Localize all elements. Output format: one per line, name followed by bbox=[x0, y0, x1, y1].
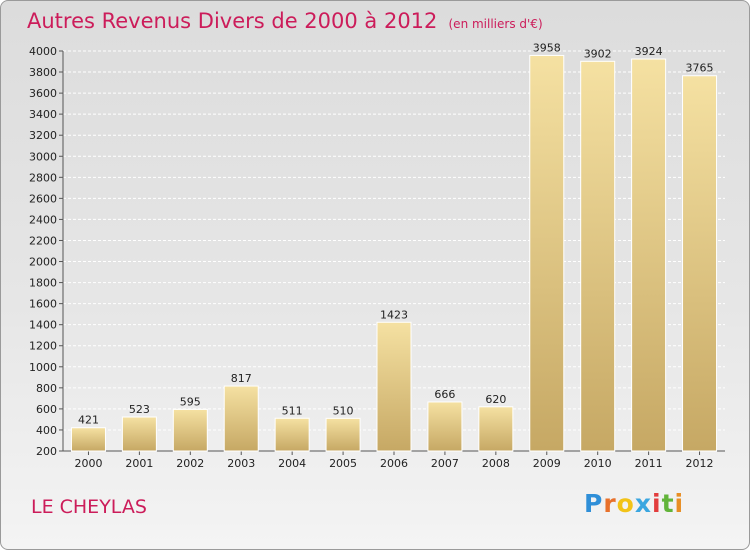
x-tick-label: 2005 bbox=[329, 457, 357, 470]
bar-value-label: 523 bbox=[129, 403, 150, 416]
logo-letter: i bbox=[652, 489, 662, 518]
bar-value-label: 3924 bbox=[635, 45, 663, 58]
bar-value-label: 421 bbox=[78, 414, 99, 427]
bar bbox=[376, 321, 412, 452]
y-tick-label: 2600 bbox=[29, 192, 57, 205]
x-tick-label: 2002 bbox=[176, 457, 204, 470]
chart-title: Autres Revenus Divers de 2000 à 2012 (en… bbox=[27, 9, 543, 33]
bar bbox=[427, 401, 463, 452]
bar bbox=[682, 75, 718, 452]
x-tick-label: 2007 bbox=[431, 457, 459, 470]
bar bbox=[274, 417, 310, 452]
y-tick-label: 3800 bbox=[29, 66, 57, 79]
bar bbox=[529, 54, 565, 452]
logo-letter: x bbox=[634, 489, 652, 518]
x-tick-label: 2004 bbox=[278, 457, 306, 470]
y-tick-label: 2800 bbox=[29, 171, 57, 184]
y-tick-label: 400 bbox=[36, 424, 57, 437]
y-tick-label: 2400 bbox=[29, 213, 57, 226]
y-tick-label: 200 bbox=[36, 445, 57, 458]
y-tick-label: 3200 bbox=[29, 129, 57, 142]
y-tick-label: 1600 bbox=[29, 298, 57, 311]
x-tick-label: 2006 bbox=[380, 457, 408, 470]
y-tick-label: 800 bbox=[36, 382, 57, 395]
bars bbox=[70, 54, 718, 452]
labels: 200 400 600 800 1000 1200 1400 1600 1800 2000 2200… bbox=[29, 41, 714, 470]
bar bbox=[172, 408, 208, 452]
y-tick-label: 1400 bbox=[29, 319, 57, 332]
chart-subtitle: (en milliers d'€) bbox=[448, 17, 543, 31]
chart-title-main: Autres Revenus Divers de 2000 à 2012 bbox=[27, 9, 438, 33]
x-tick-label: 2011 bbox=[635, 457, 663, 470]
y-tick-label: 3000 bbox=[29, 150, 57, 163]
y-tick-label: 1200 bbox=[29, 340, 57, 353]
y-tick-label: 1000 bbox=[29, 361, 57, 374]
x-tick-label: 2008 bbox=[482, 457, 510, 470]
logo-letter: o bbox=[616, 489, 635, 518]
logo-letter: r bbox=[603, 489, 617, 518]
y-tick-label: 1800 bbox=[29, 277, 57, 290]
bar-value-label: 1423 bbox=[380, 308, 408, 321]
bar-value-label: 817 bbox=[231, 372, 252, 385]
place-name: LE CHEYLAS bbox=[31, 496, 147, 518]
x-tick-label: 2001 bbox=[125, 457, 153, 470]
bar-value-label: 510 bbox=[333, 404, 354, 417]
bar bbox=[223, 385, 259, 452]
x-tick-label: 2000 bbox=[74, 457, 102, 470]
bar-value-label: 3902 bbox=[584, 47, 612, 60]
bar-value-label: 620 bbox=[485, 393, 506, 406]
logo-letter: t bbox=[661, 489, 675, 518]
bar bbox=[631, 58, 667, 452]
y-tick-label: 2000 bbox=[29, 256, 57, 269]
y-tick-label: 4000 bbox=[29, 45, 57, 58]
bar-value-label: 3765 bbox=[686, 62, 714, 75]
x-tick-label: 2003 bbox=[227, 457, 255, 470]
logo-letter: P bbox=[584, 489, 604, 518]
bar bbox=[121, 416, 157, 452]
bar bbox=[580, 60, 616, 452]
x-tick-label: 2012 bbox=[686, 457, 714, 470]
bar-value-label: 666 bbox=[434, 388, 455, 401]
y-tick-label: 2200 bbox=[29, 234, 57, 247]
y-tick-label: 600 bbox=[36, 403, 57, 416]
proxiti-logo: Proxiti bbox=[584, 489, 684, 518]
x-tick-label: 2009 bbox=[533, 457, 561, 470]
y-tick-label: 3600 bbox=[29, 87, 57, 100]
bar bbox=[70, 427, 106, 452]
bar-value-label: 511 bbox=[282, 404, 303, 417]
bar bbox=[478, 406, 514, 452]
bar-value-label: 3958 bbox=[533, 41, 561, 54]
y-tick-label: 3400 bbox=[29, 108, 57, 121]
x-tick-label: 2010 bbox=[584, 457, 612, 470]
bar bbox=[325, 417, 361, 452]
bar-value-label: 595 bbox=[180, 395, 201, 408]
logo-letter: i bbox=[674, 489, 685, 518]
